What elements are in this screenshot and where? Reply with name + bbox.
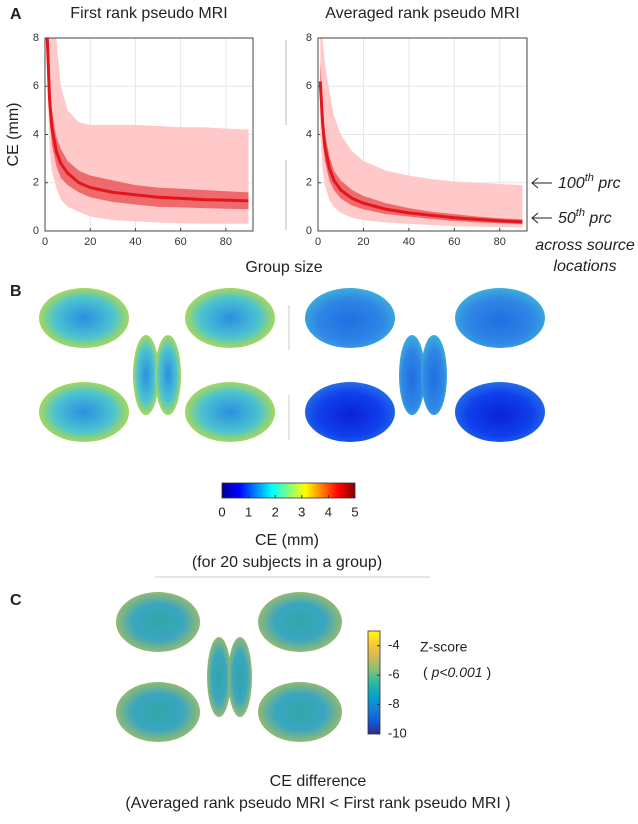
brain: [133, 335, 159, 415]
paren: ): [486, 664, 491, 680]
colorbar-tick-label: 1: [245, 504, 252, 519]
brain: [116, 592, 200, 652]
annotation-suffix: th: [576, 207, 585, 219]
median-line: [318, 81, 523, 224]
panel-label: B: [10, 283, 22, 300]
brain: [455, 382, 545, 442]
y-tick-label: 2: [306, 177, 312, 189]
x-tick-label: 0: [42, 236, 48, 248]
arrow: [531, 177, 552, 189]
y-tick-label: 2: [33, 177, 39, 189]
y-axis-label: CE (mm): [5, 103, 22, 167]
percentile-band: [47, 38, 249, 210]
colorbar-tick-label: 0: [218, 504, 225, 519]
annotation-suffix: th: [585, 172, 594, 184]
annotation-note: across source: [535, 237, 635, 254]
colorbar-sublabel: ( p<0.001 ): [423, 664, 491, 680]
brain: [399, 335, 425, 415]
p-value: p<0.001: [431, 664, 483, 680]
colorbar-sublabel: (for 20 subjects in a group): [192, 554, 382, 571]
y-tick-label: 6: [306, 80, 312, 92]
chart-title: First rank pseudo MRI: [70, 5, 227, 22]
brain: [155, 335, 181, 415]
y-tick-label: 4: [306, 128, 312, 140]
panel-label: C: [10, 592, 22, 609]
colorbar-tick-label: -4: [388, 637, 400, 652]
colorbar-tick-label: -8: [388, 696, 400, 711]
x-tick-label: 40: [403, 236, 415, 248]
annotation: 50th prc: [558, 207, 612, 227]
brain: [185, 382, 275, 442]
annotation-unit: prc: [585, 210, 612, 227]
arrow: [531, 212, 552, 224]
colorbar-tick-label: -6: [388, 667, 400, 682]
x-tick-label: 20: [84, 236, 96, 248]
x-tick-label: 0: [315, 236, 321, 248]
x-tick-label: 80: [494, 236, 506, 248]
y-tick-label: 0: [33, 225, 39, 237]
median-line: [45, 37, 249, 203]
colorbar-tick-label: 5: [351, 504, 358, 519]
colorbar-label: Z-score: [420, 639, 468, 655]
colorbar: [367, 630, 381, 735]
brain: [39, 382, 129, 442]
colorbar-label: CE (mm): [255, 532, 319, 549]
colorbar-tick-label: 3: [298, 504, 305, 519]
colorbar-tick-label: -10: [388, 725, 407, 740]
brain: [258, 592, 342, 652]
brain: [228, 637, 252, 717]
annotation: 100th prc: [558, 172, 621, 192]
brain: [258, 682, 342, 742]
y-tick-label: 8: [33, 32, 39, 44]
plot-frame: [317, 37, 528, 232]
x-axis-label: Group size: [245, 259, 322, 276]
y-tick-label: 8: [306, 32, 312, 44]
percentile-band: [320, 38, 523, 228]
y-tick-label: 4: [33, 128, 39, 140]
y-tick-label: 0: [306, 225, 312, 237]
brain: [39, 288, 129, 348]
chart-title: Averaged rank pseudo MRI: [325, 5, 519, 22]
brain-images: [39, 288, 545, 442]
annotation-unit: prc: [594, 175, 621, 192]
annotation-number: 100: [558, 175, 585, 192]
x-tick-label: 40: [129, 236, 141, 248]
brain: [185, 288, 275, 348]
x-tick-label: 60: [175, 236, 187, 248]
colorbar-tick-label: 4: [325, 504, 332, 519]
caption-subtitle: (Averaged rank pseudo MRI < First rank p…: [125, 795, 510, 812]
x-tick-label: 20: [357, 236, 369, 248]
annotation-number: 50: [558, 210, 576, 227]
brain: [455, 288, 545, 348]
paren: (: [423, 664, 428, 680]
brain: [305, 288, 395, 348]
brain: [207, 637, 231, 717]
colorbar: [221, 482, 356, 499]
brain: [421, 335, 447, 415]
panel-label: A: [10, 6, 22, 23]
x-tick-label: 80: [220, 236, 232, 248]
caption-title: CE difference: [270, 773, 367, 790]
brain-images: [116, 592, 342, 742]
plot-frame: [44, 37, 254, 232]
colorbar-tick-label: 2: [272, 504, 279, 519]
y-tick-label: 6: [33, 80, 39, 92]
brain: [116, 682, 200, 742]
brain: [305, 382, 395, 442]
x-tick-label: 60: [448, 236, 460, 248]
annotation-note: locations: [553, 258, 616, 275]
